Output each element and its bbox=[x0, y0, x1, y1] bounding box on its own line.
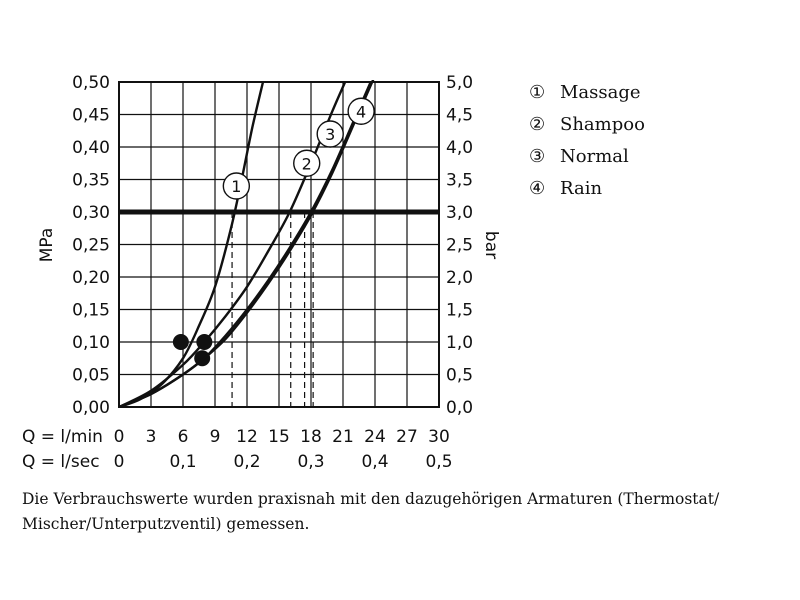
legend-label-rain: Rain bbox=[560, 178, 602, 199]
x-tick-lsec: 0 bbox=[114, 452, 125, 472]
x-axis-title-lmin: Q = l/min bbox=[22, 427, 103, 447]
curve-dot-1 bbox=[172, 334, 189, 350]
x-tick-lsec: 0,3 bbox=[297, 452, 324, 472]
y-tick-mpa: 0,10 bbox=[72, 333, 110, 353]
y-tick-bar: 2,0 bbox=[446, 268, 473, 288]
grid bbox=[119, 82, 439, 407]
y-tick-bar: 3,0 bbox=[446, 203, 473, 223]
plot-border bbox=[118, 81, 440, 408]
y-tick-mpa: 0,35 bbox=[72, 171, 110, 191]
x-tick-lmin: 3 bbox=[146, 427, 157, 447]
y-tick-bar: 4,5 bbox=[446, 106, 473, 126]
curve-dot-2 bbox=[196, 334, 213, 350]
y-tick-bar: 2,5 bbox=[446, 236, 473, 256]
y-tick-mpa: 0,20 bbox=[72, 268, 110, 288]
legend-symbol: ④ bbox=[529, 178, 545, 199]
y-tick-bar: 4,0 bbox=[446, 138, 473, 158]
x-tick-lmin: 0 bbox=[114, 427, 125, 447]
y-tick-bar: 1,0 bbox=[446, 333, 473, 353]
curve-marker-label-3: 3 bbox=[325, 125, 335, 144]
x-axis-title-lsec: Q = l/sec bbox=[22, 452, 100, 472]
y-tick-mpa: 0,50 bbox=[72, 73, 110, 93]
x-tick-lsec: 0,5 bbox=[425, 452, 452, 472]
curve-marker-label-1: 1 bbox=[231, 177, 241, 196]
curve-marker-label-2: 2 bbox=[302, 154, 312, 173]
curve-marker-4 bbox=[347, 97, 375, 125]
y-tick-mpa: 0,05 bbox=[72, 366, 110, 386]
legend: ① Massage ② Shampoo ③ Normal ④ Rain bbox=[529, 82, 645, 199]
legend-label-normal: Normal bbox=[560, 146, 629, 167]
measurement-note: Die Verbrauchswerte wurden praxisnah mit… bbox=[22, 490, 720, 533]
legend-symbol: ② bbox=[529, 114, 545, 135]
x-tick-lmin: 18 bbox=[300, 427, 322, 447]
curve-2 bbox=[119, 81, 347, 407]
x-tick-lsec: 0,4 bbox=[361, 452, 388, 472]
x-tick-lmin: 24 bbox=[364, 427, 386, 447]
y-tick-mpa: 0,00 bbox=[72, 398, 110, 418]
y-tick-bar: 5,0 bbox=[446, 73, 473, 93]
curve-marker-1 bbox=[222, 172, 251, 200]
x-tick-lmin: 30 bbox=[428, 427, 450, 447]
y-tick-mpa: 0,25 bbox=[72, 236, 110, 256]
legend-symbol: ① bbox=[529, 82, 545, 103]
x-tick-lmin: 27 bbox=[396, 427, 418, 447]
plot-frame bbox=[118, 81, 440, 408]
legend-label-shampoo: Shampoo bbox=[560, 114, 645, 135]
y-axis-title-bar: bar bbox=[481, 231, 501, 259]
y-tick-mpa: 0,40 bbox=[72, 138, 110, 158]
x-tick-lmin: 12 bbox=[236, 427, 258, 447]
y-tick-mpa: 0,30 bbox=[72, 203, 110, 223]
series-curves: 1 23 4 bbox=[119, 80, 375, 407]
curve-4 bbox=[119, 80, 375, 407]
x-tick-lmin: 9 bbox=[210, 427, 221, 447]
x-tick-lsec: 0,1 bbox=[169, 452, 196, 472]
y-tick-bar: 0,0 bbox=[446, 398, 473, 418]
curve-marker-3 bbox=[316, 120, 344, 148]
y-tick-bar: 1,5 bbox=[446, 301, 473, 321]
y-tick-bar: 0,5 bbox=[446, 366, 473, 386]
y-tick-mpa: 0,45 bbox=[72, 106, 110, 126]
x-tick-lsec: 0,2 bbox=[233, 452, 260, 472]
x-tick-lmin: 15 bbox=[268, 427, 290, 447]
x-tick-lmin: 21 bbox=[332, 427, 354, 447]
axes: 0,000,050,100,150,200,250,300,350,400,45… bbox=[22, 73, 501, 472]
legend-symbol: ③ bbox=[529, 146, 545, 167]
curve-marker-label-4: 4 bbox=[356, 102, 366, 121]
y-tick-mpa: 0,15 bbox=[72, 301, 110, 321]
curve-marker-2 bbox=[293, 149, 321, 177]
y-tick-bar: 3,5 bbox=[446, 171, 473, 191]
legend-label-massage: Massage bbox=[560, 82, 641, 103]
x-tick-lmin: 6 bbox=[178, 427, 189, 447]
y-axis-title-mpa: MPa bbox=[37, 228, 57, 263]
